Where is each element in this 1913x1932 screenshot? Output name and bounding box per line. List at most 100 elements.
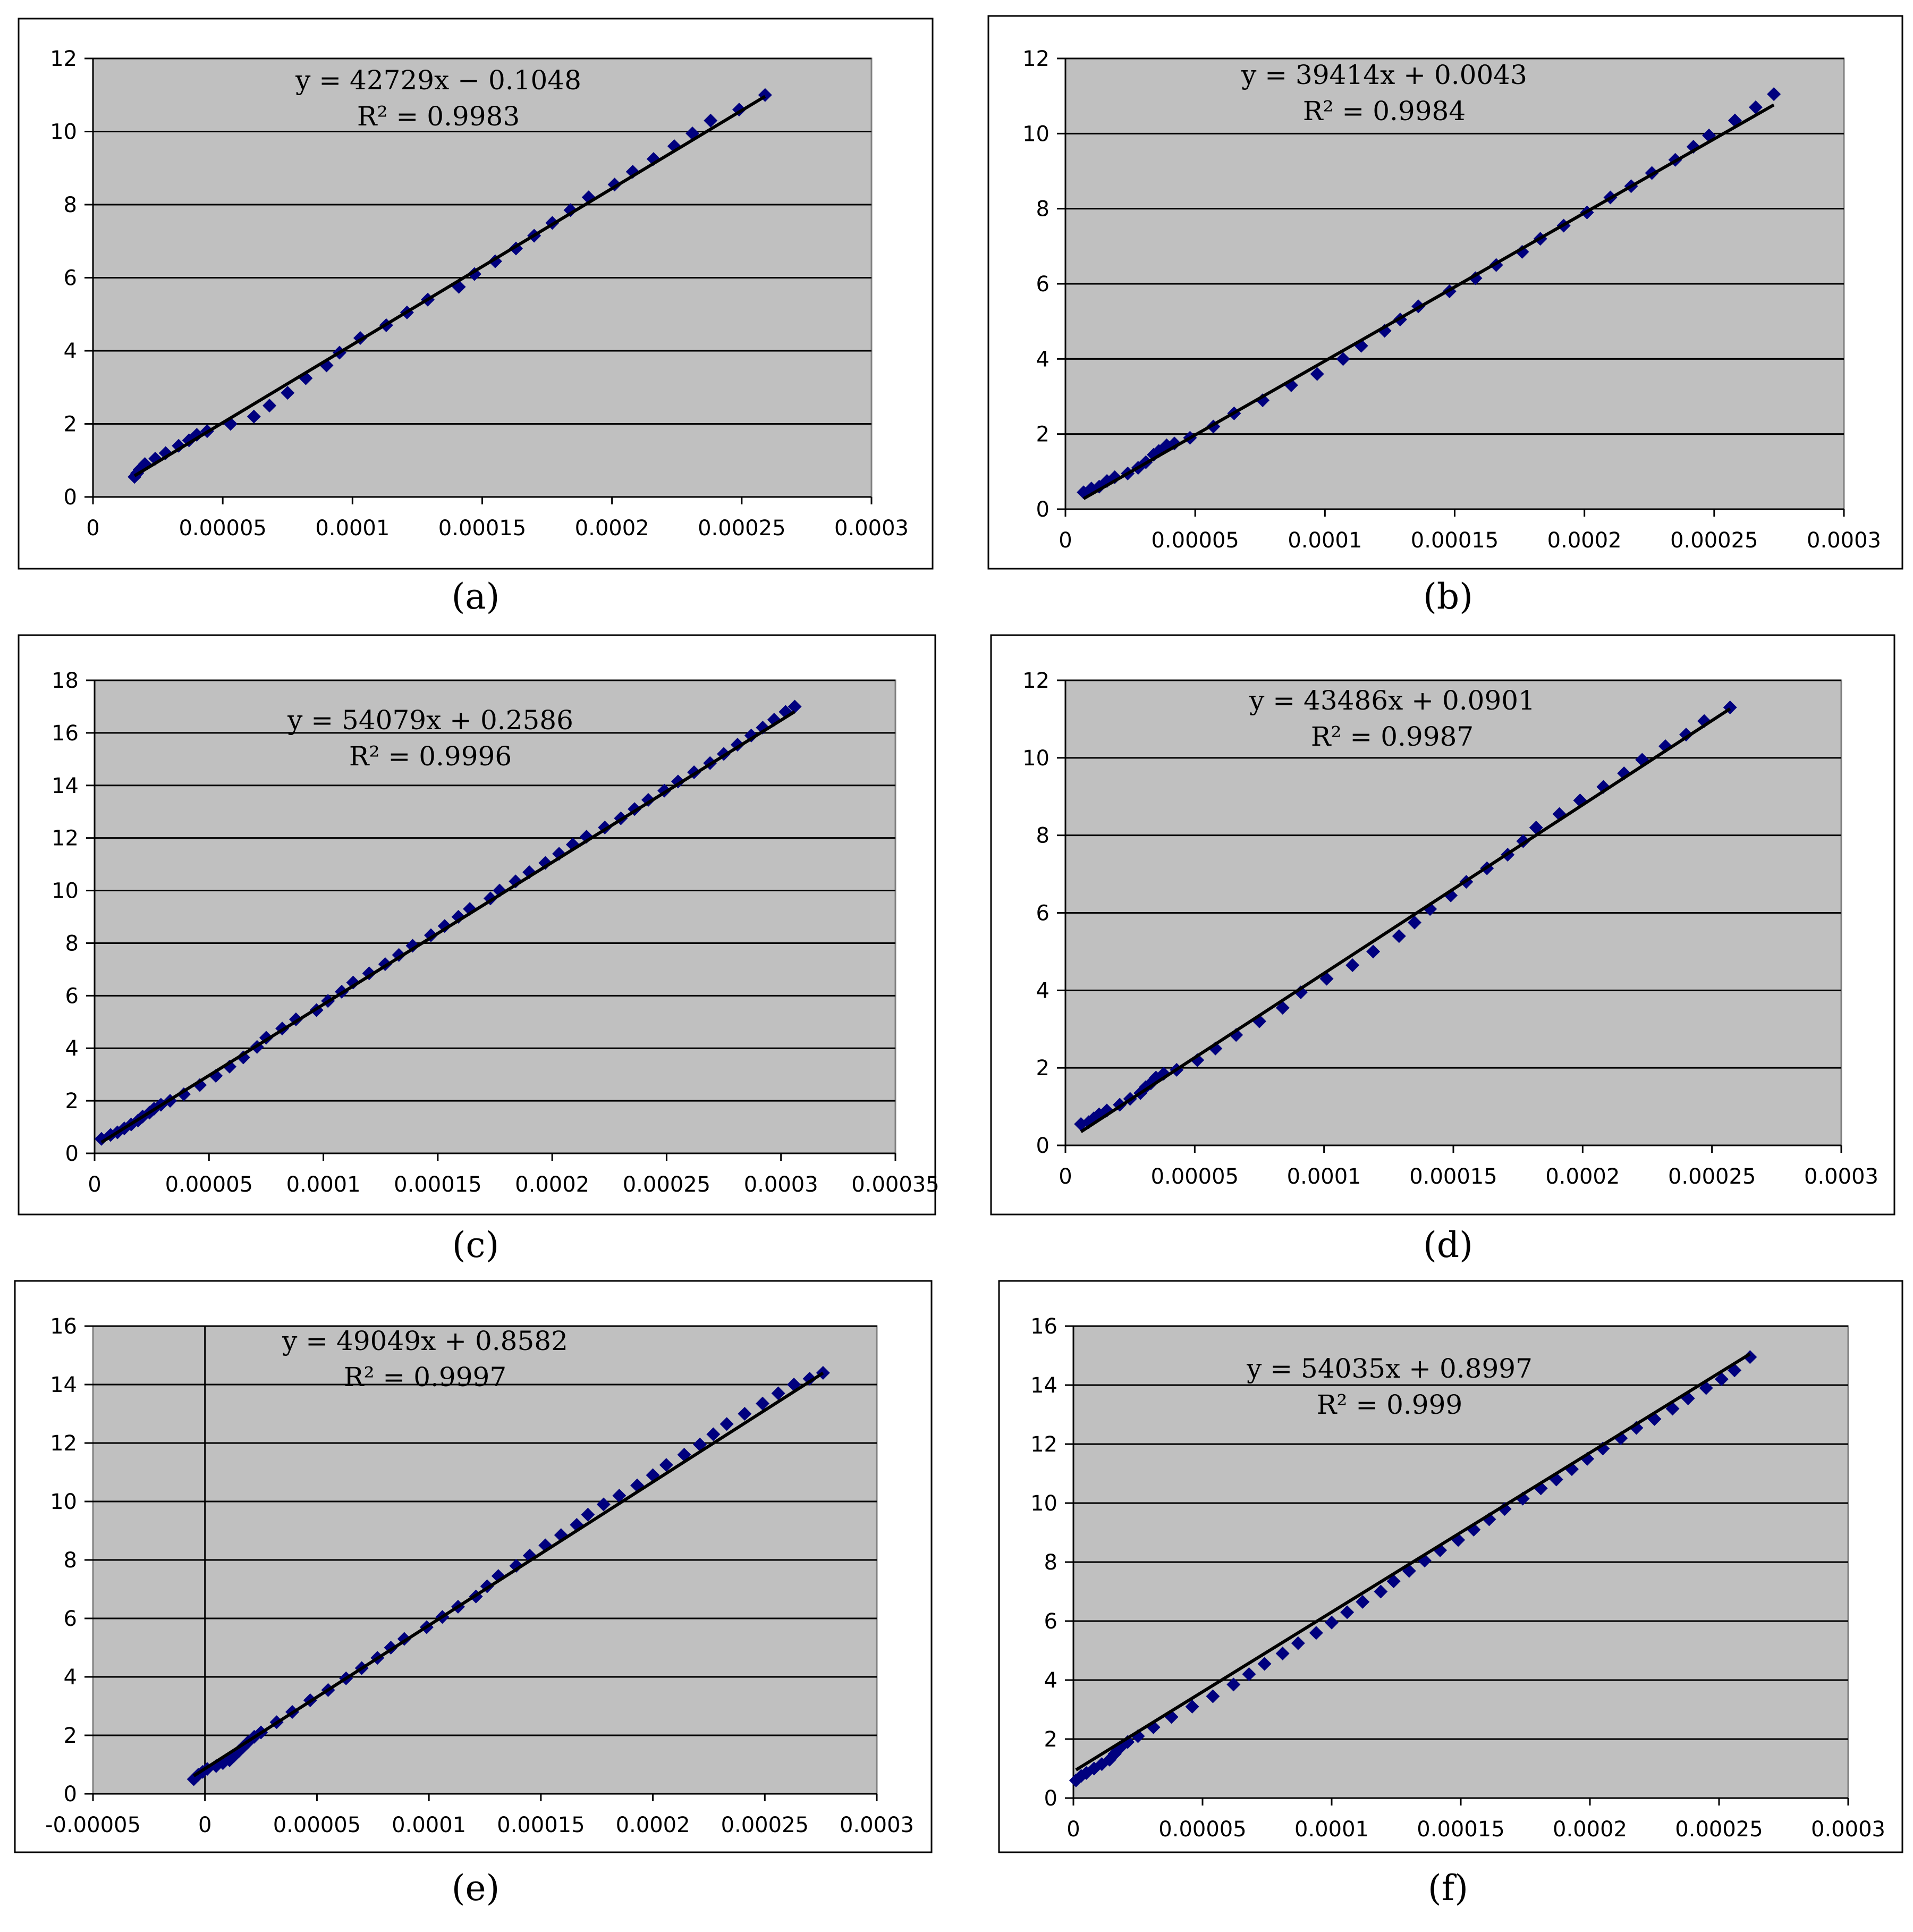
x-tick-label: 0 [1066,1817,1080,1842]
y-tick-label: 18 [52,669,79,693]
x-tick-label: 0 [198,1813,211,1837]
x-tick-label: 0.00005 [1151,1165,1239,1189]
x-tick-label: 0.0001 [1288,528,1362,553]
data-point [1275,1647,1290,1661]
x-tick-label: 0 [86,516,99,541]
x-tick-label: 0 [1059,528,1072,553]
panel-caption: (f) [1428,1868,1468,1909]
data-point [1408,915,1421,930]
x-tick-label: 0.00015 [1409,1165,1497,1189]
data-point [1185,1699,1199,1714]
data-point [1356,1594,1370,1609]
data-point [788,699,802,714]
data-point [247,409,261,424]
panel-caption: (a) [452,576,500,617]
y-tick-label: 0 [1044,1786,1057,1811]
data-point [659,1458,673,1472]
data-point [1206,1689,1220,1703]
y-tick-label: 14 [50,1373,77,1397]
panel-caption: (e) [452,1868,500,1909]
data-point [1748,100,1763,114]
y-tick-label: 0 [64,1782,77,1807]
x-tick-label: 0.0003 [840,1813,914,1837]
y-tick-label: 2 [1036,423,1049,447]
trendline-equation: y = 49049x + 0.8582 [282,1326,568,1356]
chart-panel-e: 0 2 4 6 8 10 12 14 16 -0.00005 0 0.00005 0.0001 0.000… [14,1280,933,1909]
x-tick-label: 0.0001 [315,516,390,541]
x-tick-label: 0 [1059,1165,1072,1189]
y-tick-label: 2 [64,412,77,437]
y-tick-label: 2 [1044,1727,1057,1752]
x-tick-label: 0.0002 [616,1813,690,1837]
y-tick-label: 8 [1044,1550,1057,1575]
data-point [738,1407,752,1421]
data-point [563,203,578,217]
y-tick-label: 10 [1030,1491,1057,1516]
y-tick-label: 0 [1036,497,1049,522]
y-tick-label: 14 [1030,1373,1057,1398]
data-point [612,1489,627,1503]
chart-panel-c: 0 2 4 6 8 10 12 14 16 18 0 0.00005 0.0001 0.00015 0.00… [18,634,939,1265]
data-point [263,399,277,413]
y-tick-label: 12 [50,1431,77,1456]
r-squared-label: R² = 0.999 [1317,1389,1463,1420]
trendline-equation: y = 54079x + 0.2586 [287,705,573,736]
data-point [1310,367,1324,381]
x-tick-label: 0.0003 [834,516,909,541]
x-tick-label: 0.00005 [179,516,266,541]
trendline [100,710,796,1144]
panel-caption: (c) [452,1225,499,1265]
x-tick-label: 0 [88,1172,101,1197]
data-point [281,386,295,400]
data-point [509,874,523,889]
data-point [1515,244,1529,259]
y-tick-label: 10 [1022,746,1049,771]
x-tick-label: 0.00015 [497,1813,585,1837]
data-point [1293,985,1308,999]
y-tick-label: 4 [1044,1668,1057,1693]
x-tick-label: 0.0002 [1545,1165,1620,1189]
data-point [581,1507,595,1522]
x-tick-label: 0.00025 [721,1813,809,1837]
data-point [1340,1605,1355,1619]
x-tick-label: 0.00025 [1668,1165,1756,1189]
y-tick-label: 0 [64,485,77,510]
y-tick-label: 10 [52,879,79,904]
r-squared-label: R² = 0.9987 [1311,721,1474,752]
y-tick-label: 8 [1036,197,1049,222]
x-tick-label: 0.0002 [1553,1817,1627,1842]
y-tick-label: 12 [52,826,79,851]
data-point [1291,1636,1305,1650]
data-point [706,1427,721,1441]
y-tick-label: 12 [1030,1432,1057,1457]
x-tick-label: 0.0003 [1804,1165,1878,1189]
y-tick-label: 10 [50,120,77,145]
data-point [509,1559,523,1573]
data-point [1242,1667,1256,1681]
y-tick-label: 0 [65,1142,79,1166]
trendline [133,95,766,477]
trendline-equation: y = 42729x − 0.1048 [295,65,581,96]
data-point [1167,436,1182,451]
x-tick-label: 0.0001 [1294,1817,1369,1842]
y-tick-label: 16 [50,1314,77,1339]
y-tick-label: 8 [65,931,79,956]
y-tick-label: 14 [52,774,79,798]
x-tick-label: 0.00035 [851,1172,939,1197]
x-tick-label: 0.0001 [392,1813,466,1837]
x-tick-label: 0.0001 [286,1172,361,1197]
data-point [1392,929,1406,943]
y-tick-label: 6 [65,984,79,1008]
panel-caption: (b) [1423,576,1473,617]
data-point [236,1050,250,1065]
y-tick-label: 6 [64,1607,77,1631]
data-point [1767,87,1781,102]
data-point [1345,958,1360,972]
y-tick-label: 8 [1036,824,1049,848]
x-tick-label: 0.00025 [1670,528,1758,553]
x-tick-label: 0.00005 [273,1813,361,1837]
x-tick-label: -0.00005 [45,1813,141,1837]
x-tick-label: 0.00005 [165,1172,253,1197]
trendline-equation: y = 54035x + 0.8997 [1246,1353,1533,1384]
chart-panel-f: 0 2 4 6 8 10 12 14 16 0 0.00005 0.0001 0.00015 0.0002… [998,1280,1903,1909]
